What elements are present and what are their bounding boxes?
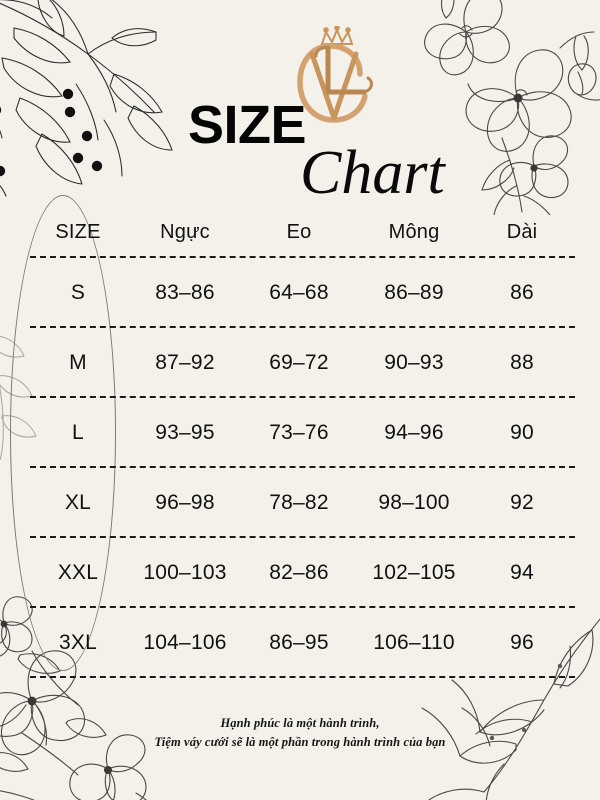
- size-chart-table: SIZE Ngực Eo Mông Dài S 83–86 64–68 86–8…: [0, 206, 600, 678]
- cell-size: S: [70, 281, 86, 304]
- cell-nguc: 93–95: [155, 421, 215, 444]
- table-row: 3XL 104–106 86–95 106–110 96: [0, 608, 600, 678]
- cell-nguc: 87–92: [155, 351, 215, 374]
- cell-mong: 106–110: [373, 631, 455, 654]
- brand-monogram-icon: [282, 25, 392, 136]
- row-divider: [30, 676, 575, 678]
- cell-mong: 98–100: [378, 491, 450, 514]
- column-header-dai: Dài: [506, 220, 538, 243]
- cell-mong: 102–105: [372, 561, 456, 584]
- cell-eo: 86–95: [269, 631, 329, 654]
- cell-size: M: [69, 351, 87, 374]
- cell-dai: 88: [510, 351, 534, 374]
- row-divider: [30, 466, 575, 468]
- column-header-nguc: Ngực: [160, 220, 210, 243]
- cell-eo: 73–76: [269, 421, 329, 444]
- cell-nguc: 96–98: [155, 491, 215, 514]
- page-title: SIZE Chart: [0, 98, 600, 208]
- cell-eo: 69–72: [269, 351, 329, 374]
- cell-size: XXL: [57, 561, 99, 584]
- cell-eo: 64–68: [269, 281, 329, 304]
- row-divider: [30, 256, 575, 258]
- cell-mong: 90–93: [384, 351, 444, 374]
- table-row: XL 96–98 78–82 98–100 92: [0, 468, 600, 538]
- column-header-mong: Mông: [388, 220, 440, 243]
- cell-nguc: 104–106: [143, 631, 227, 654]
- table-row: M 87–92 69–72 90–93 88: [0, 328, 600, 398]
- table-row: S 83–86 64–68 86–89 86: [0, 258, 600, 328]
- table-header-row: SIZE Ngực Eo Mông Dài: [0, 206, 600, 258]
- column-header-size: SIZE: [55, 220, 101, 243]
- cell-size: 3XL: [59, 631, 97, 654]
- footer-tagline: Hạnh phúc là một hành trình, Tiệm váy cư…: [0, 714, 600, 753]
- row-divider: [30, 606, 575, 608]
- title-secondary: Chart: [300, 139, 445, 207]
- cell-mong: 94–96: [384, 421, 444, 444]
- cell-dai: 94: [510, 561, 534, 584]
- cell-size: XL: [64, 491, 92, 514]
- cell-dai: 90: [510, 421, 534, 444]
- cell-dai: 86: [510, 281, 534, 304]
- row-divider: [30, 536, 575, 538]
- cell-mong: 86–89: [384, 281, 444, 304]
- footer-line-2: Tiệm váy cưới sẽ là một phần trong hành …: [154, 735, 446, 750]
- cell-eo: 78–82: [269, 491, 329, 514]
- cell-nguc: 83–86: [155, 281, 215, 304]
- cell-nguc: 100–103: [143, 561, 227, 584]
- row-divider: [30, 396, 575, 398]
- row-divider: [30, 326, 575, 328]
- title-primary: SIZE: [188, 95, 307, 155]
- cell-dai: 92: [510, 491, 534, 514]
- column-header-eo: Eo: [286, 220, 312, 243]
- cell-dai: 96: [510, 631, 534, 654]
- footer-line-1: Hạnh phúc là một hành trình,: [220, 716, 380, 730]
- cell-size: L: [72, 421, 84, 444]
- table-row: L 93–95 73–76 94–96 90: [0, 398, 600, 468]
- cell-eo: 82–86: [269, 561, 329, 584]
- table-row: XXL 100–103 82–86 102–105 94: [0, 538, 600, 608]
